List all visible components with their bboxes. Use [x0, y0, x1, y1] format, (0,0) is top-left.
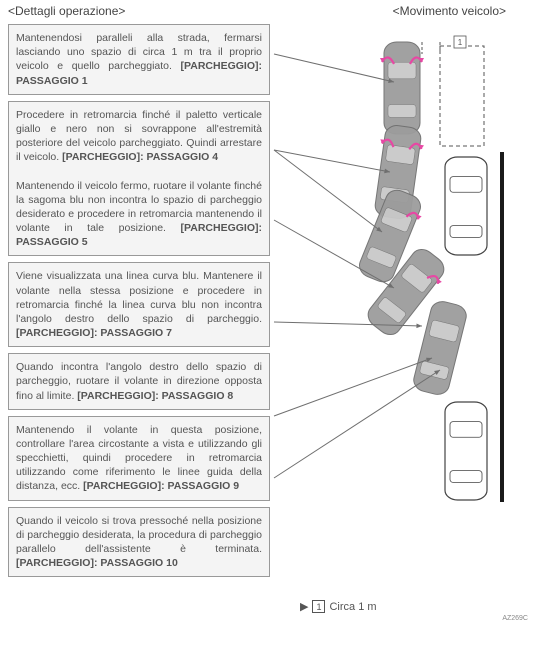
image-code: AZ269C [502, 615, 528, 622]
step-box-1: Mantenendosi paralleli alla strada, ferm… [8, 24, 270, 95]
step-box-7: Viene visualizzata una linea curva blu. … [8, 262, 270, 347]
steps-column: Mantenendosi paralleli alla strada, ferm… [8, 24, 270, 583]
caption-number-box: 1 [312, 600, 325, 613]
caption-text: Circa 1 m [329, 601, 376, 613]
step-box-8: Quando incontra l'angolo destro dello sp… [8, 353, 270, 410]
step-box-9: Mantenendo il volante in questa posizion… [8, 416, 270, 501]
step-tag: [PARCHEGGIO]: PASSAGGIO 9 [83, 480, 239, 492]
step-text: Viene visualizzata una linea curva blu. … [16, 270, 262, 325]
caption-arrow-icon: ▶ [300, 600, 308, 613]
step-tag: [PARCHEGGIO]: PASSAGGIO 4 [62, 151, 218, 163]
step-tag: [PARCHEGGIO]: PASSAGGIO 8 [77, 390, 233, 402]
step-box-10: Quando il veicolo si trova pressoché nel… [8, 507, 270, 578]
header-right: <Movimento veicolo> [393, 4, 506, 18]
caption-row: ▶ 1 Circa 1 m [300, 600, 377, 613]
step-text: Quando il veicolo si trova pressoché nel… [16, 515, 262, 555]
header-left: <Dettagli operazione> [8, 4, 125, 18]
step-tag: [PARCHEGGIO]: PASSAGGIO 7 [16, 327, 172, 339]
vehicle-movement-diagram: 1 [290, 22, 525, 642]
step-box-4-5: Procedere in retromarcia finché il palet… [8, 101, 270, 257]
svg-text:1: 1 [458, 38, 463, 47]
step-tag: [PARCHEGGIO]: PASSAGGIO 10 [16, 557, 178, 569]
